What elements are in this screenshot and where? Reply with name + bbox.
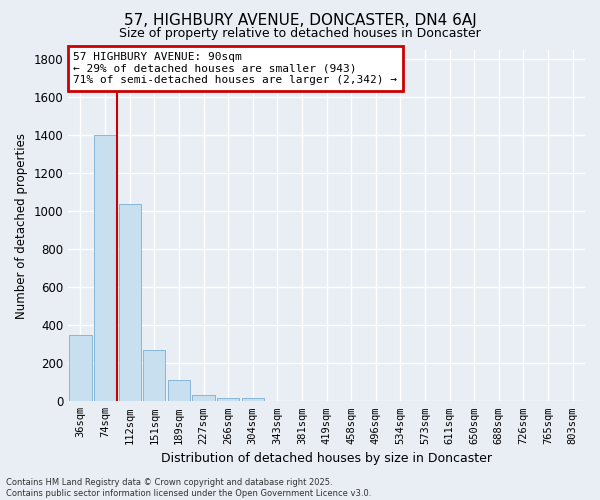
Bar: [242, 398, 264, 402]
Bar: [70, 335, 92, 402]
Bar: [168, 380, 190, 402]
Bar: [119, 204, 141, 402]
Text: Contains HM Land Registry data © Crown copyright and database right 2025.
Contai: Contains HM Land Registry data © Crown c…: [6, 478, 371, 498]
Bar: [193, 394, 215, 402]
Bar: [217, 398, 239, 402]
Y-axis label: Number of detached properties: Number of detached properties: [15, 132, 28, 318]
Text: 57 HIGHBURY AVENUE: 90sqm
← 29% of detached houses are smaller (943)
71% of semi: 57 HIGHBURY AVENUE: 90sqm ← 29% of detac…: [73, 52, 397, 85]
Bar: [94, 136, 116, 402]
Bar: [143, 350, 166, 402]
Text: Size of property relative to detached houses in Doncaster: Size of property relative to detached ho…: [119, 28, 481, 40]
X-axis label: Distribution of detached houses by size in Doncaster: Distribution of detached houses by size …: [161, 452, 492, 465]
Text: 57, HIGHBURY AVENUE, DONCASTER, DN4 6AJ: 57, HIGHBURY AVENUE, DONCASTER, DN4 6AJ: [124, 12, 476, 28]
